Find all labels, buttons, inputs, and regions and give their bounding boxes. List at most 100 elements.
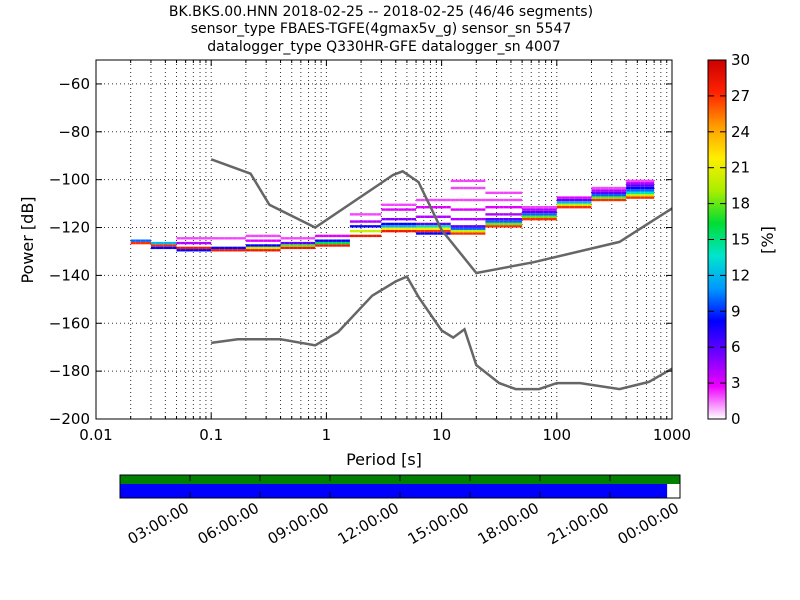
heatmap-cell (315, 239, 320, 242)
heatmap-cell (315, 244, 320, 247)
heatmap-cell (578, 205, 583, 209)
heatmap-cell (626, 184, 631, 187)
heatmap-cell (569, 203, 575, 206)
plot-frame (95, 59, 673, 420)
heatmap-cell (543, 210, 549, 214)
coverage-tick-label: 15:00:00 (405, 499, 472, 548)
heatmap-cell (446, 215, 451, 218)
heatmap-cell (267, 234, 272, 238)
heatmap-cell (297, 246, 303, 250)
heatmap-cell (280, 244, 285, 247)
heatmap-cell (372, 225, 377, 228)
heatmap-cell (548, 205, 553, 209)
heatmap-cell (582, 201, 588, 204)
heatmap-cell (328, 241, 333, 245)
heatmap-cell (630, 182, 636, 185)
heatmap-cell (468, 208, 473, 211)
heatmap-cell (429, 225, 434, 228)
heatmap-cell (358, 229, 364, 233)
heatmap-cell (543, 205, 549, 209)
heatmap-cell (485, 213, 490, 216)
chart-title: BK.BKS.00.HNN 2018-02-25 -- 2018-02-25 (… (169, 4, 593, 55)
heatmap-cell (245, 234, 251, 238)
heatmap-cell (574, 203, 579, 206)
heatmap-cell (263, 249, 268, 252)
heatmap-cell (202, 237, 207, 240)
heatmap-cell (310, 246, 316, 250)
heatmap-cell (228, 249, 233, 252)
heatmap-cell (163, 246, 169, 250)
heatmap-cell (459, 229, 464, 233)
heatmap-cell (512, 225, 518, 228)
heatmap-cell (159, 246, 164, 250)
heatmap-cell (459, 217, 464, 221)
y-tick-label: −120 (49, 219, 90, 237)
heatmap-cell (556, 203, 562, 206)
heatmap-cell (224, 246, 229, 250)
heatmap-cell (420, 215, 425, 218)
heatmap-cell (306, 241, 311, 245)
heatmap-cell (250, 246, 255, 250)
heatmap-cell (189, 249, 194, 252)
heatmap-cell (517, 222, 523, 226)
heatmap-cell (617, 186, 622, 190)
heatmap-cell (416, 222, 421, 226)
heatmap-cell (241, 246, 246, 250)
heatmap-cell (446, 229, 451, 233)
heatmap-cell (250, 234, 255, 238)
heatmap-cell (522, 205, 527, 209)
heatmap-cell (172, 246, 177, 250)
heatmap-cell (535, 205, 540, 209)
title-line-3: datalogger_type Q330HR-GFE datalogger_sn… (207, 39, 560, 55)
heatmap-cell (376, 234, 382, 238)
heatmap-cell (219, 249, 225, 252)
heatmap-cell (552, 208, 557, 211)
heatmap-cell (390, 208, 395, 211)
heatmap-cell (526, 210, 531, 214)
heatmap-cell (424, 205, 430, 209)
heatmap-cell (267, 244, 272, 247)
heatmap-cell (626, 191, 631, 195)
heatmap-cell (489, 220, 495, 223)
heatmap-cell (433, 222, 438, 226)
heatmap-cell (254, 249, 259, 252)
heatmap-cell (302, 244, 307, 247)
heatmap-cell (582, 205, 588, 209)
heatmap-cell (211, 249, 216, 252)
heatmap-cell (219, 246, 225, 250)
heatmap-cell (530, 217, 536, 221)
heatmap-cell (450, 198, 456, 202)
heatmap-cell (420, 229, 425, 233)
heatmap-cell (398, 222, 404, 226)
heatmap-cell (455, 229, 460, 233)
heatmap-cell (503, 191, 509, 195)
heatmap-cell (489, 191, 495, 195)
heatmap-cell (336, 241, 342, 245)
heatmap-cell (468, 225, 473, 228)
heatmap-cell (644, 184, 650, 187)
heatmap-cell (150, 246, 156, 250)
heatmap-cell (250, 249, 255, 252)
heatmap-cell (472, 227, 477, 230)
heatmap-cell (446, 225, 451, 228)
heatmap-cell (595, 196, 601, 199)
heatmap-cell (155, 241, 160, 245)
heatmap-cell (349, 213, 355, 216)
heatmap-cell (367, 229, 373, 233)
heatmap-cell (258, 249, 264, 252)
heatmap-cell (345, 239, 350, 242)
heatmap-cell (407, 208, 412, 211)
heatmap-cell (640, 182, 645, 185)
heatmap-cell (306, 237, 311, 240)
heatmap-cell (613, 198, 618, 202)
heatmap-cell (630, 189, 636, 192)
heatmap-cell (206, 237, 212, 240)
heatmap-cell (494, 222, 500, 226)
heatmap-cell (455, 208, 460, 211)
heatmap-cell (289, 244, 294, 247)
heatmap-cell (578, 203, 583, 206)
heatmap-cell (530, 205, 536, 209)
heatmap-cell (385, 227, 391, 230)
heatmap-cell (411, 203, 417, 206)
heatmap-cell (367, 220, 373, 223)
